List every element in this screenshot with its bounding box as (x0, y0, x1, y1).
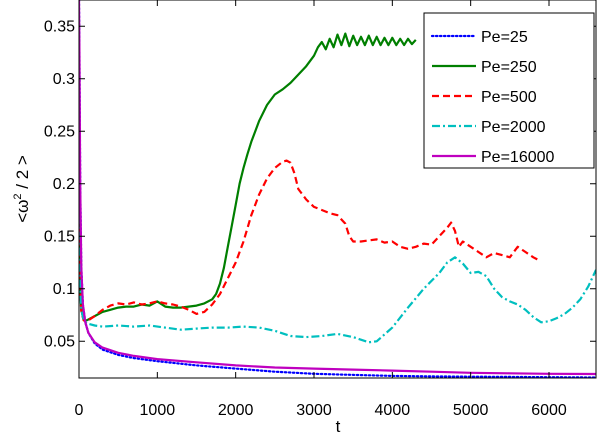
y-tick-label: 0.1 (53, 281, 75, 298)
legend-label-pe-16000: Pe=16000 (481, 149, 555, 166)
y-axis-label-pre: <ω (13, 200, 32, 223)
plot-frame (78, 0, 597, 379)
y-tick-label: 0.3 (53, 71, 75, 88)
legend-box (423, 12, 595, 169)
x-tick-label: 4000 (375, 402, 411, 419)
x-tick-label: 3000 (296, 402, 332, 419)
y-axis-label-sup: 2 (12, 193, 24, 199)
x-axis-label: t (336, 417, 341, 436)
y-axis-label-post: / 2 > (13, 155, 32, 193)
legend: Pe=25 Pe=250 Pe=500 Pe=2000 Pe=16000 (423, 12, 595, 169)
legend-label-pe-2000: Pe=2000 (481, 119, 546, 136)
x-tick-label: 6000 (531, 402, 567, 419)
series-line-pe-250 (79, 32, 417, 322)
x-tick-label: 1000 (140, 402, 176, 419)
ticks-layer: 0 1000 2000 3000 4000 5000 6000 0.05 0.1 0.15 0.2 0… (44, 0, 596, 419)
y-tick-label: 0.05 (44, 333, 75, 350)
series-line-pe-500 (79, 159, 538, 323)
x-tick-label: 2000 (218, 402, 254, 419)
y-tick-label: 0.35 (44, 18, 75, 35)
y-axis-label: <ω2 / 2 > (12, 155, 32, 223)
series-layer (79, 0, 596, 378)
legend-label-pe-250: Pe=250 (481, 59, 537, 76)
y-tick-label: 0.2 (53, 176, 75, 193)
series-line-pe-16000 (79, 0, 596, 376)
series-line-pe-2000 (79, 183, 596, 344)
legend-label-pe-25: Pe=25 (481, 29, 528, 46)
x-tick-label: 5000 (453, 402, 489, 419)
y-tick-label: 0.25 (44, 123, 75, 140)
y-tick-label: 0.15 (44, 228, 75, 245)
legend-label-pe-500: Pe=500 (481, 89, 537, 106)
x-tick-label: 0 (75, 402, 84, 419)
